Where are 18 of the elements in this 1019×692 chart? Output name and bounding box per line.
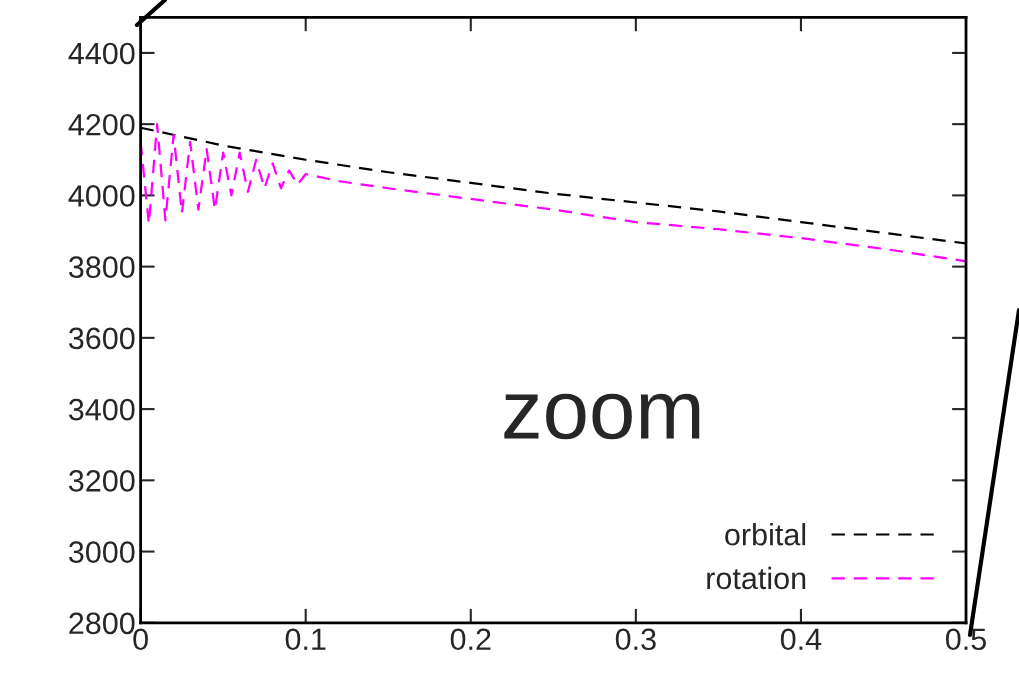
- y-tick-label: 4000: [68, 185, 135, 207]
- y-tick-label: 2800: [69, 612, 135, 635]
- y-tick-label: 3200: [68, 470, 135, 492]
- y-tick-label: 3800: [68, 256, 135, 278]
- y-tick-label: 4400: [68, 42, 135, 65]
- x-tick-label: 0.4: [780, 628, 822, 651]
- x-tick-label: 0.1: [285, 628, 326, 651]
- legend-label: orbital: [725, 523, 806, 546]
- x-tick-label: 0.5: [945, 628, 986, 651]
- y-tick-label: 3000: [68, 541, 135, 563]
- y-tick-label: 4200: [68, 113, 135, 136]
- x-tick-label: 0.3: [615, 628, 656, 651]
- x-tick-label: 0: [133, 628, 148, 651]
- y-tick-label: 3600: [68, 327, 135, 350]
- legend-label: rotation: [707, 566, 806, 590]
- annotation: zoom: [504, 393, 700, 440]
- x-tick-label: 0.2: [450, 628, 491, 651]
- y-tick-label: 3400: [68, 398, 135, 421]
